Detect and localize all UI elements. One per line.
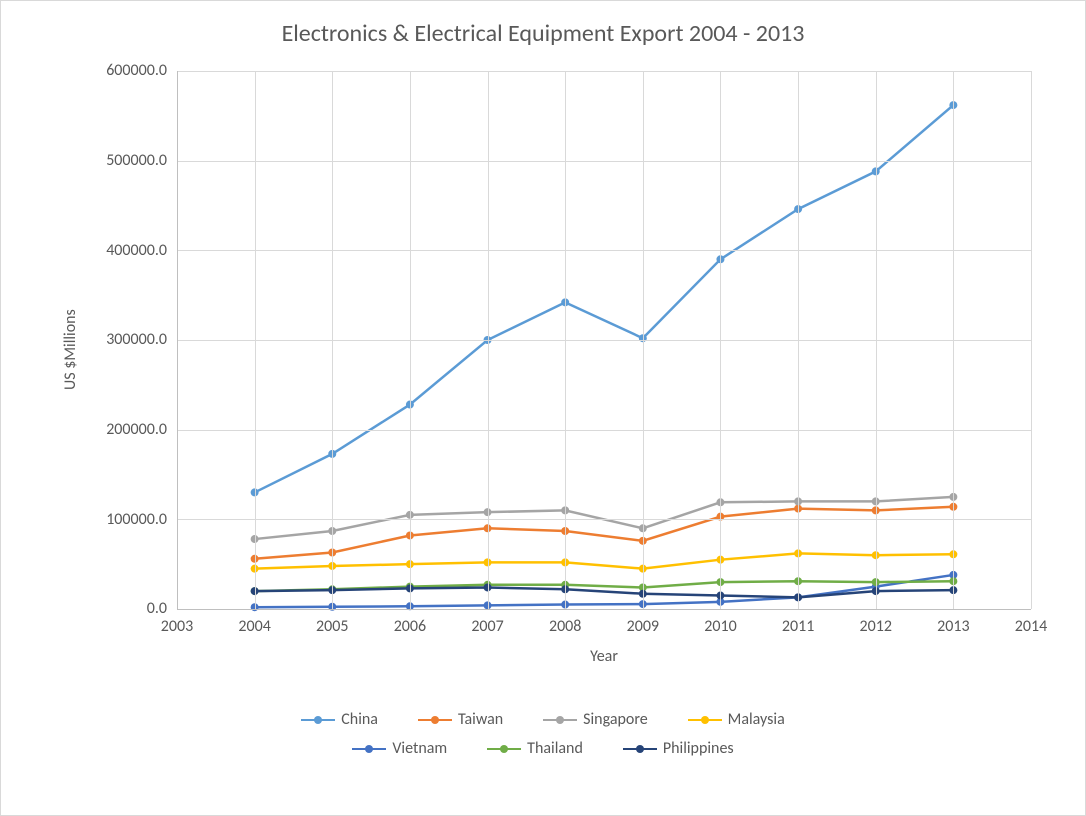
- grid-line-y: [177, 519, 1031, 520]
- x-tick-label: 2006: [394, 617, 426, 636]
- legend-label: Thailand: [527, 739, 583, 758]
- series-line: [255, 497, 954, 539]
- grid-line-x: [798, 71, 799, 609]
- grid-line-x: [953, 71, 954, 609]
- legend-item: Taiwan: [418, 710, 503, 729]
- grid-line-x: [565, 71, 566, 609]
- grid-line-x: [876, 71, 877, 609]
- x-tick-label: 2007: [471, 617, 503, 636]
- grid-line-x: [720, 71, 721, 609]
- x-tick-label: 2005: [316, 617, 348, 636]
- legend-swatch: [418, 716, 452, 724]
- legend-swatch: [352, 745, 386, 753]
- legend-swatch: [688, 716, 722, 724]
- y-tick-label: 200000.0: [106, 420, 167, 439]
- y-tick-label: 0.0: [147, 599, 167, 618]
- legend-row: Vietnam Thailand Philippines: [1, 739, 1085, 758]
- legend-swatch: [487, 745, 521, 753]
- y-tick-label: 600000.0: [106, 61, 167, 80]
- chart-title: Electronics & Electrical Equipment Expor…: [1, 19, 1085, 48]
- series-line: [255, 553, 954, 568]
- grid-line-x: [488, 71, 489, 609]
- plot-area: [177, 71, 1031, 609]
- y-tick-label: 100000.0: [106, 510, 167, 529]
- y-tick-label: 500000.0: [106, 151, 167, 170]
- grid-line-x: [410, 71, 411, 609]
- grid-line-x: [332, 71, 333, 609]
- x-tick-label: 2010: [704, 617, 736, 636]
- series-line: [255, 581, 954, 591]
- grid-line-y: [177, 340, 1031, 341]
- y-tick-label: 400000.0: [106, 241, 167, 260]
- x-tick-label: 2003: [161, 617, 193, 636]
- legend-item: Thailand: [487, 739, 583, 758]
- grid-line-y: [177, 71, 1031, 72]
- legend-label: Malaysia: [728, 710, 785, 729]
- x-axis-line: [177, 609, 1031, 610]
- x-tick-label: 2013: [937, 617, 969, 636]
- legend-label: Philippines: [663, 739, 734, 758]
- grid-line-x: [643, 71, 644, 609]
- y-tick-label: 300000.0: [106, 330, 167, 349]
- x-tick-label: 2008: [549, 617, 581, 636]
- y-axis-line: [177, 71, 178, 609]
- legend-swatch: [623, 745, 657, 753]
- x-tick-label: 2014: [1015, 617, 1047, 636]
- legend-row: China Taiwan Singapore Malaysia: [1, 710, 1085, 729]
- series-line: [255, 105, 954, 492]
- grid-line-y: [177, 161, 1031, 162]
- grid-line-y: [177, 430, 1031, 431]
- legend-item: Vietnam: [352, 739, 447, 758]
- series-line: [255, 507, 954, 559]
- grid-line-x: [1031, 71, 1032, 609]
- legend-label: Taiwan: [458, 710, 503, 729]
- legend-label: Vietnam: [392, 739, 447, 758]
- grid-line-y: [177, 250, 1031, 251]
- x-tick-label: 2012: [860, 617, 892, 636]
- legend-swatch: [543, 716, 577, 724]
- legend-item: Philippines: [623, 739, 734, 758]
- chart-container: Electronics & Electrical Equipment Expor…: [0, 0, 1086, 816]
- legend: China Taiwan Singapore Malaysia Vietnam Thail…: [1, 710, 1085, 768]
- x-axis-title: Year: [177, 647, 1031, 666]
- x-tick-label: 2011: [782, 617, 814, 636]
- x-tick-label: 2009: [627, 617, 659, 636]
- legend-item: China: [301, 710, 378, 729]
- legend-item: Singapore: [543, 710, 648, 729]
- legend-item: Malaysia: [688, 710, 785, 729]
- y-axis-title: US $Millions: [61, 309, 80, 390]
- grid-line-x: [255, 71, 256, 609]
- series-line: [255, 587, 954, 597]
- legend-swatch: [301, 716, 335, 724]
- series-line: [255, 575, 954, 607]
- legend-label: Singapore: [583, 710, 648, 729]
- legend-label: China: [341, 710, 378, 729]
- x-tick-label: 2004: [238, 617, 270, 636]
